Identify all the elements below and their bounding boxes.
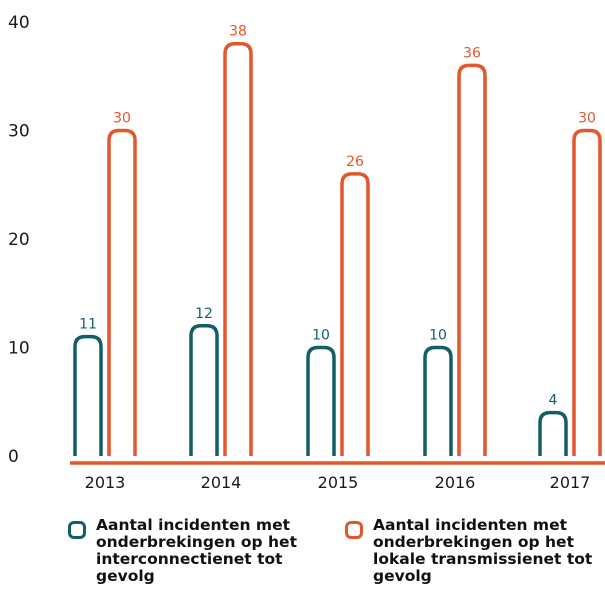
bar-transmissienet bbox=[340, 172, 370, 456]
data-label-transmissienet: 30 bbox=[113, 111, 131, 127]
bar-transmissienet bbox=[223, 41, 253, 456]
bar-chart: 0 10 20 30 40 11 30 2013 12 38 2014 10 26 2015 10 36 201… bbox=[8, 13, 605, 492]
x-tick-label: 2017 bbox=[550, 473, 591, 492]
bar-interconnectienet bbox=[538, 410, 568, 456]
x-tick-label: 2016 bbox=[435, 473, 476, 492]
y-tick-label: 10 bbox=[8, 339, 30, 359]
data-label-interconnectienet: 11 bbox=[79, 317, 97, 333]
data-label-transmissienet: 26 bbox=[346, 154, 364, 170]
data-label-interconnectienet: 4 bbox=[549, 393, 558, 409]
bar-interconnectienet bbox=[423, 345, 453, 456]
bar-transmissienet bbox=[107, 128, 137, 456]
x-tick-label: 2014 bbox=[201, 473, 242, 492]
legend-swatch-orange bbox=[345, 521, 363, 539]
legend-swatch-teal bbox=[68, 521, 86, 539]
legend-item-transmissienet: Aantal incidenten met onderbrekingen op … bbox=[345, 517, 600, 585]
y-tick-label: 0 bbox=[8, 447, 19, 467]
y-tick-label: 20 bbox=[8, 230, 30, 250]
data-label-transmissienet: 30 bbox=[578, 111, 596, 127]
bar-transmissienet bbox=[457, 63, 487, 456]
data-label-transmissienet: 36 bbox=[463, 45, 481, 61]
x-tick-label: 2015 bbox=[318, 473, 359, 492]
data-label-interconnectienet: 10 bbox=[312, 328, 330, 344]
bar-transmissienet bbox=[572, 128, 602, 456]
legend-item-interconnectienet: Aantal incidenten met onderbrekingen op … bbox=[68, 517, 328, 585]
data-label-transmissienet: 38 bbox=[229, 24, 247, 40]
data-label-interconnectienet: 10 bbox=[429, 328, 447, 344]
bar-interconnectienet bbox=[189, 324, 219, 456]
legend-label: Aantal incidenten met onderbrekingen op … bbox=[96, 516, 297, 585]
x-tick-label: 2013 bbox=[85, 473, 126, 492]
data-label-interconnectienet: 12 bbox=[195, 306, 213, 322]
bar-interconnectienet bbox=[73, 334, 103, 456]
y-tick-label: 30 bbox=[8, 122, 30, 142]
bar-interconnectienet bbox=[306, 345, 336, 456]
legend-label: Aantal incidenten met onderbrekingen op … bbox=[373, 516, 593, 585]
y-tick-label: 40 bbox=[8, 13, 30, 33]
